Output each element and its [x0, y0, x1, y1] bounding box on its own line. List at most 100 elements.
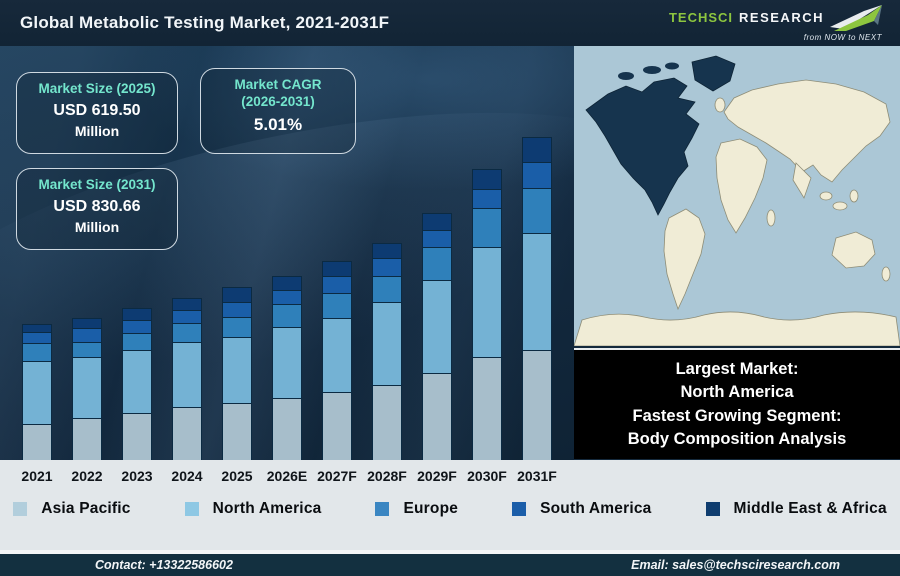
bar-segment-2031F-south-america[interactable] — [522, 162, 552, 188]
bar-segment-2021-asia-pacific[interactable] — [22, 424, 52, 460]
legend-item-asia-pacific[interactable]: Asia Pacific — [13, 500, 130, 518]
bar-segment-2028F-south-america[interactable] — [372, 258, 402, 276]
bar-segment-2026E-south-america[interactable] — [272, 290, 302, 304]
bar-segment-2028F-middle-east-africa[interactable] — [372, 243, 402, 258]
bar-segment-2023-south-america[interactable] — [122, 320, 152, 333]
bar-segment-2027F-europe[interactable] — [322, 293, 352, 318]
map-madagascar — [766, 209, 776, 227]
bar-segment-2031F-north-america[interactable] — [522, 233, 552, 350]
map-africa — [715, 138, 768, 234]
bar-segment-2025-asia-pacific[interactable] — [222, 403, 252, 460]
bar-2021[interactable] — [22, 324, 52, 460]
x-axis-label-2023: 2023 — [121, 468, 153, 484]
bar-segment-2021-north-america[interactable] — [22, 361, 52, 424]
legend-item-north-america[interactable]: North America — [184, 500, 322, 518]
techsci-logo[interactable]: TechSci Research from NOW to NEXT — [669, 4, 886, 42]
market-size-2031-value: USD 830.66 — [53, 197, 141, 215]
bar-segment-2026E-middle-east-africa[interactable] — [272, 276, 302, 290]
bar-segment-2030F-north-america[interactable] — [472, 247, 502, 357]
page-title: Global Metabolic Testing Market, 2021-20… — [20, 13, 390, 32]
bar-segment-2024-asia-pacific[interactable] — [172, 407, 202, 460]
legend-item-south-america[interactable]: South America — [512, 500, 651, 518]
bar-segment-2024-europe[interactable] — [172, 323, 202, 342]
callout-line-4: Body Composition Analysis — [627, 429, 847, 448]
bar-segment-2025-middle-east-africa[interactable] — [222, 287, 252, 302]
bar-segment-2029F-asia-pacific[interactable] — [422, 373, 452, 460]
header: Global Metabolic Testing Market, 2021-20… — [0, 0, 900, 46]
bar-segment-2027F-south-america[interactable] — [322, 276, 352, 293]
legend-swatch-icon — [184, 502, 199, 516]
bar-segment-2024-south-america[interactable] — [172, 310, 202, 323]
x-axis-label-2021: 2021 — [21, 468, 53, 484]
chart-legend: Asia Pacific North America Europe South Ame… — [0, 500, 900, 518]
bar-segment-2023-europe[interactable] — [122, 333, 152, 350]
world-map-svg — [573, 46, 900, 347]
market-size-2025-title: Market Size (2025) — [38, 81, 156, 96]
logo-brand-secondary: Research — [739, 10, 824, 25]
world-map — [573, 46, 900, 347]
bar-2025[interactable] — [222, 287, 252, 460]
bar-segment-2022-asia-pacific[interactable] — [72, 418, 102, 460]
bar-segment-2025-south-america[interactable] — [222, 302, 252, 317]
bar-segment-2030F-south-america[interactable] — [472, 189, 502, 208]
bar-segment-2031F-europe[interactable] — [522, 188, 552, 233]
bar-segment-2022-south-america[interactable] — [72, 328, 102, 342]
bar-2030F[interactable] — [472, 169, 502, 460]
bar-segment-2027F-asia-pacific[interactable] — [322, 392, 352, 460]
bar-2027F[interactable] — [322, 261, 352, 460]
bar-segment-2021-middle-east-africa[interactable] — [22, 324, 52, 332]
bar-segment-2022-europe[interactable] — [72, 342, 102, 357]
bar-segment-2026E-europe[interactable] — [272, 304, 302, 327]
bar-segment-2029F-europe[interactable] — [422, 247, 452, 280]
bar-segment-2031F-asia-pacific[interactable] — [522, 350, 552, 460]
bar-2022[interactable] — [72, 318, 102, 460]
legend-item-middle-east-africa[interactable]: Middle East & Africa — [705, 500, 887, 518]
map-greenland-highlight — [691, 55, 736, 92]
x-axis-label-2025: 2025 — [221, 468, 253, 484]
bar-2031F[interactable] — [522, 137, 552, 460]
legend-label: South America — [540, 500, 652, 517]
bar-segment-2028F-asia-pacific[interactable] — [372, 385, 402, 460]
bar-2024[interactable] — [172, 298, 202, 460]
map-north-america-highlight — [585, 77, 700, 216]
bar-segment-2029F-south-america[interactable] — [422, 230, 452, 247]
bar-2023[interactable] — [122, 308, 152, 460]
map-antarctica — [573, 311, 900, 347]
footer-contact[interactable]: Contact: +13322586602 — [95, 558, 233, 572]
legend-swatch-icon — [512, 502, 527, 516]
logo-arrow-icon — [830, 4, 882, 31]
bar-segment-2027F-middle-east-africa[interactable] — [322, 261, 352, 276]
x-axis-labels: 2021 2022 2023 2024 2025 2026E 2027F 2028F 2029F… — [0, 468, 574, 488]
map-island — [819, 191, 833, 201]
bar-segment-2030F-middle-east-africa[interactable] — [472, 169, 502, 189]
bar-segment-2021-south-america[interactable] — [22, 332, 52, 343]
bar-2026E[interactable] — [272, 276, 302, 460]
footer-email[interactable]: Email: sales@techsciresearch.com — [631, 558, 840, 572]
bar-segment-2029F-north-america[interactable] — [422, 280, 452, 373]
bar-segment-2025-north-america[interactable] — [222, 337, 252, 403]
bar-segment-2030F-europe[interactable] — [472, 208, 502, 247]
bar-segment-2023-asia-pacific[interactable] — [122, 413, 152, 460]
bar-segment-2025-europe[interactable] — [222, 317, 252, 337]
market-size-2031-title: Market Size (2031) — [38, 177, 156, 192]
bar-segment-2028F-north-america[interactable] — [372, 302, 402, 385]
bar-segment-2031F-middle-east-africa[interactable] — [522, 137, 552, 162]
bar-segment-2022-middle-east-africa[interactable] — [72, 318, 102, 328]
bar-segment-2022-north-america[interactable] — [72, 357, 102, 418]
bar-segment-2030F-asia-pacific[interactable] — [472, 357, 502, 460]
bar-segment-2023-north-america[interactable] — [122, 350, 152, 413]
legend-label: North America — [212, 500, 322, 517]
bar-segment-2028F-europe[interactable] — [372, 276, 402, 302]
bar-segment-2029F-middle-east-africa[interactable] — [422, 213, 452, 230]
bar-2028F[interactable] — [372, 243, 402, 460]
bar-segment-2026E-asia-pacific[interactable] — [272, 398, 302, 460]
bar-segment-2024-north-america[interactable] — [172, 342, 202, 407]
bar-segment-2024-middle-east-africa[interactable] — [172, 298, 202, 310]
bar-segment-2027F-north-america[interactable] — [322, 318, 352, 392]
bar-segment-2023-middle-east-africa[interactable] — [122, 308, 152, 320]
bar-segment-2021-europe[interactable] — [22, 343, 52, 361]
stacked-bar-chart-area: Market Size (2025) USD 619.50 Million Ma… — [0, 46, 574, 460]
legend-item-europe[interactable]: Europe — [375, 500, 458, 518]
bar-2029F[interactable] — [422, 213, 452, 460]
bar-segment-2026E-north-america[interactable] — [272, 327, 302, 398]
